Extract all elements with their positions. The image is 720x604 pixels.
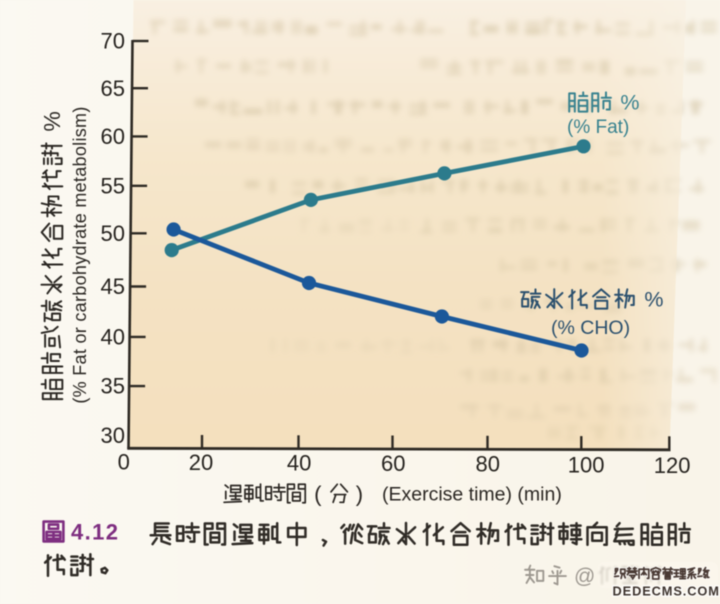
svg-text:100: 100 (568, 452, 605, 477)
svg-text:%: % (39, 111, 65, 131)
svg-text:(: ( (314, 481, 322, 506)
svg-text:): ) (356, 481, 363, 506)
svg-text:65: 65 (101, 76, 125, 101)
svg-text:@: @ (574, 565, 595, 588)
svg-text:60: 60 (381, 451, 405, 476)
svg-text:70: 70 (101, 29, 125, 54)
svg-text:40: 40 (287, 451, 311, 476)
svg-text:80: 80 (475, 452, 499, 477)
svg-text:%: % (644, 288, 663, 312)
svg-text:0: 0 (118, 449, 130, 474)
svg-text:30: 30 (101, 423, 125, 448)
svg-text:%: % (620, 91, 639, 115)
svg-text:(% CHO): (% CHO) (551, 317, 630, 339)
svg-text:40: 40 (101, 325, 125, 350)
svg-text:(Exercise time) (min): (Exercise time) (min) (382, 484, 562, 506)
svg-text:4.12: 4.12 (71, 520, 119, 545)
svg-text:35: 35 (101, 374, 125, 399)
svg-text:60: 60 (101, 124, 125, 149)
svg-text:20: 20 (189, 450, 213, 475)
svg-text:(% Fat or carbohydrate metabol: (% Fat or carbohydrate metabolism) (70, 106, 90, 403)
svg-text:120: 120 (654, 453, 691, 478)
svg-text:45: 45 (101, 274, 125, 299)
svg-text:55: 55 (101, 173, 125, 198)
svg-text:DEDECMS.COM: DEDECMS.COM (613, 584, 720, 599)
svg-text:50: 50 (101, 221, 125, 246)
svg-text:(% Fat): (% Fat) (567, 117, 629, 138)
